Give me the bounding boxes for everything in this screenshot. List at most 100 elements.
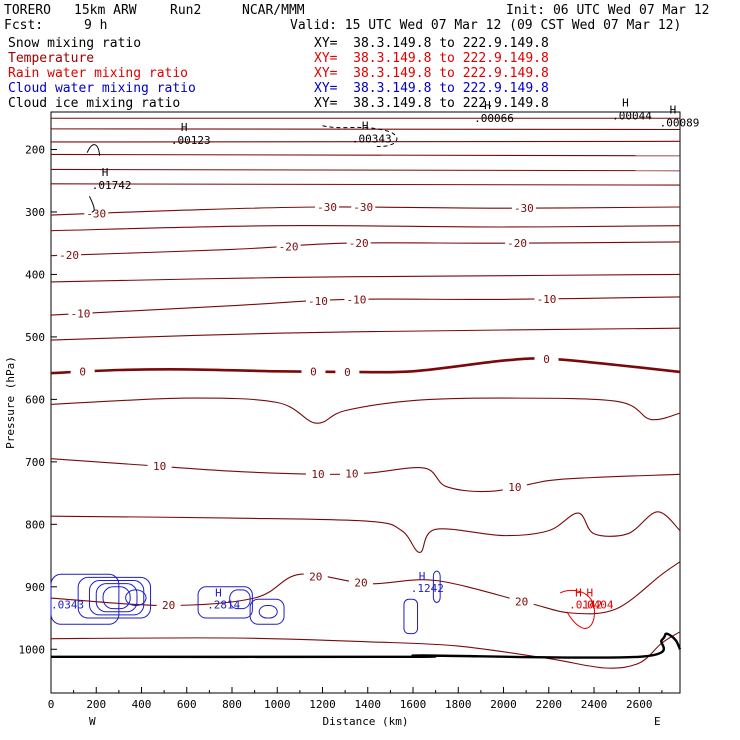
- temperature-contour-label: 20: [309, 570, 322, 583]
- legend-cloud-water: Cloud water mixing ratio: [8, 81, 196, 96]
- temperature-contour: [50, 183, 681, 186]
- x-tick-label: 1200: [309, 698, 336, 711]
- valid-time: Valid: 15 UTC Wed 07 Mar 12 (09 CST Wed …: [290, 18, 682, 33]
- temperature-contour-label: 10: [311, 468, 324, 481]
- x-tick-label: 2000: [490, 698, 517, 711]
- cloud-water-high-marker: H: [215, 587, 222, 600]
- cloud-water-contour: [77, 576, 152, 619]
- x-tick-label: 1600: [400, 698, 427, 711]
- y-tick-label: 500: [25, 331, 45, 344]
- temperature-contour: [50, 327, 681, 341]
- contour-label-bg: [305, 468, 330, 480]
- grid-label: 15km ARW: [74, 3, 137, 18]
- x-tick-label: 1400: [355, 698, 382, 711]
- cloud-ice-high-marker: H: [484, 99, 491, 112]
- model-name: TORERO: [4, 3, 51, 18]
- x-tick-label: 200: [86, 698, 106, 711]
- contour-label-bg: [301, 365, 326, 377]
- contour-label-bg: [505, 237, 530, 249]
- temperature-contour-label: 0: [79, 366, 86, 379]
- temperature-contour-label: 20: [354, 577, 367, 590]
- legend-rain: Rain water mixing ratio: [8, 66, 189, 81]
- legend-rain-xy: XY= 38.3.149.8 to 222.9.149.8: [314, 66, 549, 81]
- cloud-ice-contour: [322, 125, 398, 147]
- rain-max-value: .0404: [580, 599, 613, 612]
- x-tick-label: 0: [48, 698, 55, 711]
- contour-label-bg: [351, 201, 376, 213]
- contour-label-bg: [511, 202, 536, 214]
- y-tick-label: 200: [25, 143, 45, 156]
- cloud-water-max-value: .0343: [51, 599, 84, 612]
- temperature-contour: [50, 357, 681, 375]
- cloud-water-contour: [249, 598, 285, 625]
- run-label: Run2: [170, 3, 202, 18]
- temperature-contour-label: 20: [162, 599, 175, 612]
- temperature-contour: [50, 140, 681, 143]
- cloud-ice-high-marker: H: [670, 103, 677, 116]
- contour-label-bg: [315, 200, 340, 212]
- contour-label-bg: [346, 237, 371, 249]
- contour-label-bg: [335, 365, 360, 377]
- temperature-contour-label: -30: [86, 207, 106, 220]
- temperature-contour-label: -10: [537, 293, 557, 306]
- plot-frame: [50, 111, 681, 694]
- contour-label-bg: [303, 570, 328, 582]
- y-tick-label: 800: [25, 518, 45, 531]
- temperature-contour: [50, 273, 681, 283]
- temperature-contour-label: -30: [317, 201, 337, 214]
- temperature-contour: [50, 225, 681, 232]
- temperature-contour: [50, 128, 681, 131]
- legend-cloud-ice-xy: XY= 38.3.149.8 to 222.9.149.8: [314, 96, 549, 111]
- x-tick-label: 2200: [536, 698, 563, 711]
- west-label: W: [89, 715, 96, 728]
- cloud-water-contour: [102, 586, 131, 610]
- terrain-line: [50, 632, 682, 659]
- cloud-ice-max-value: .00123: [171, 134, 211, 147]
- temperature-contour-label: 10: [345, 468, 358, 481]
- cloud-ice-high-marker: H: [181, 121, 188, 134]
- y-tick-label: 900: [25, 581, 45, 594]
- y-tick-label: 300: [25, 206, 45, 219]
- cloud-water-max-value: .2814: [207, 599, 240, 612]
- legend-temperature: Temperature: [8, 51, 95, 66]
- contour-label-bg: [68, 307, 93, 319]
- contour-label-bg: [534, 352, 559, 364]
- cloud-ice-contour: [86, 144, 101, 156]
- temperature-contour-label: -20: [59, 249, 79, 262]
- rain-high-marker: H: [575, 587, 582, 600]
- contour-label-bg: [348, 576, 373, 588]
- x-axis-title: Distance (km): [322, 715, 408, 728]
- cloud-ice-high-marker: H: [102, 166, 109, 179]
- temperature-contour: [50, 561, 681, 615]
- contour-label-bg: [84, 207, 109, 219]
- temperature-contour-label: 10: [153, 460, 166, 473]
- cloud-water-contour: [432, 570, 441, 603]
- temperature-contour-label: -20: [349, 237, 369, 250]
- temperature-contour-label: -10: [308, 295, 328, 308]
- cloud-ice-max-value: .00089: [660, 116, 700, 129]
- temperature-contour-label: 20: [515, 595, 528, 608]
- legend-temperature-xy: XY= 38.3.149.8 to 222.9.149.8: [314, 51, 549, 66]
- contour-label-bg: [339, 467, 364, 479]
- y-tick-label: 700: [25, 456, 45, 469]
- cloud-water-high-marker: H: [419, 570, 426, 583]
- temperature-contour-label: 0: [344, 366, 351, 379]
- east-label: E: [654, 715, 661, 728]
- cloud-ice-max-value: .00343: [352, 133, 392, 146]
- temperature-contour-label: 10: [508, 481, 521, 494]
- x-tick-label: 2400: [581, 698, 608, 711]
- temperature-contour: [50, 458, 681, 493]
- temperature-contour-label: -20: [507, 237, 527, 250]
- contour-label-bg: [156, 599, 181, 611]
- rain-high-marker: H: [586, 587, 593, 600]
- y-tick-label: 1000: [19, 643, 46, 656]
- contour-label-bg: [502, 480, 527, 492]
- x-tick-label: 1000: [264, 698, 291, 711]
- cloud-ice-max-value: .01742: [92, 179, 132, 192]
- rain-water-contour: [559, 589, 595, 629]
- cloud-ice-max-value: .00066: [474, 112, 514, 125]
- temperature-contour: [50, 397, 681, 424]
- legend-snow-xy: XY= 38.3.149.8 to 222.9.149.8: [314, 36, 549, 51]
- x-tick-label: 2600: [626, 698, 653, 711]
